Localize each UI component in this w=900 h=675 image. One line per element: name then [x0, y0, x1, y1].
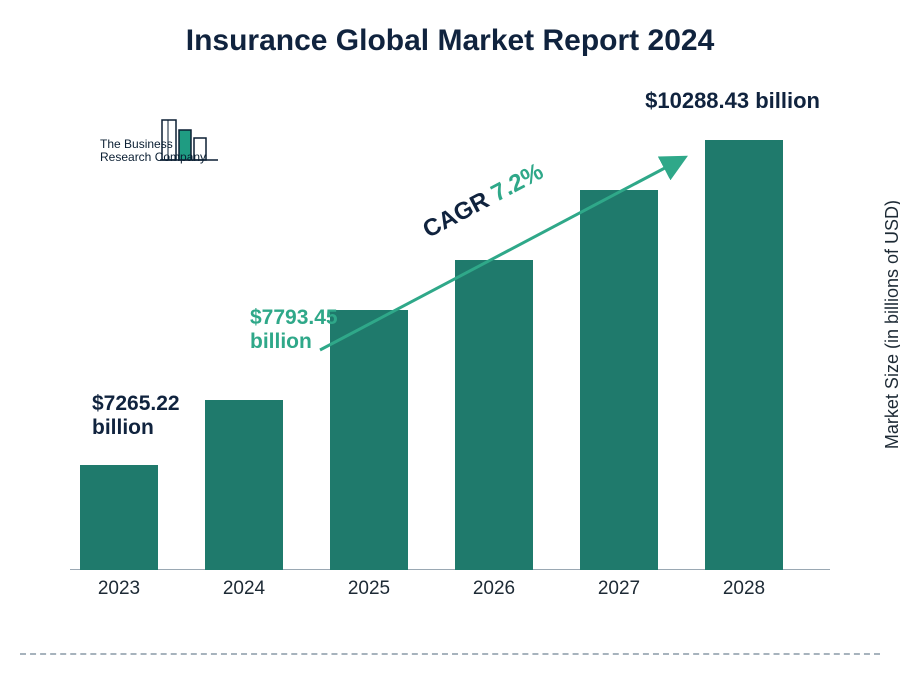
bottom-divider [20, 653, 880, 655]
x-label-2028: 2028 [695, 578, 793, 600]
bar-2028 [705, 140, 783, 570]
x-label-2026: 2026 [445, 578, 543, 600]
bar-2027 [580, 190, 658, 570]
y-axis-label: Market Size (in billions of USD) [882, 200, 900, 449]
callout-2023-value: $7265.22 billion [92, 392, 180, 440]
chart-title: Insurance Global Market Report 2024 [0, 24, 900, 58]
bar-2025 [330, 310, 408, 570]
callout-2028-value: $10288.43 billion [645, 88, 820, 113]
bar-2026 [455, 260, 533, 570]
x-label-2023: 2023 [70, 578, 168, 600]
bar-2023 [80, 465, 158, 570]
bar-2024 [205, 400, 283, 570]
x-label-2024: 2024 [195, 578, 293, 600]
x-label-2025: 2025 [320, 578, 418, 600]
bar-chart: 2023 2024 2025 2026 2027 2028 [70, 110, 830, 600]
callout-2024-value: $7793.45 billion [250, 306, 338, 354]
x-label-2027: 2027 [570, 578, 668, 600]
